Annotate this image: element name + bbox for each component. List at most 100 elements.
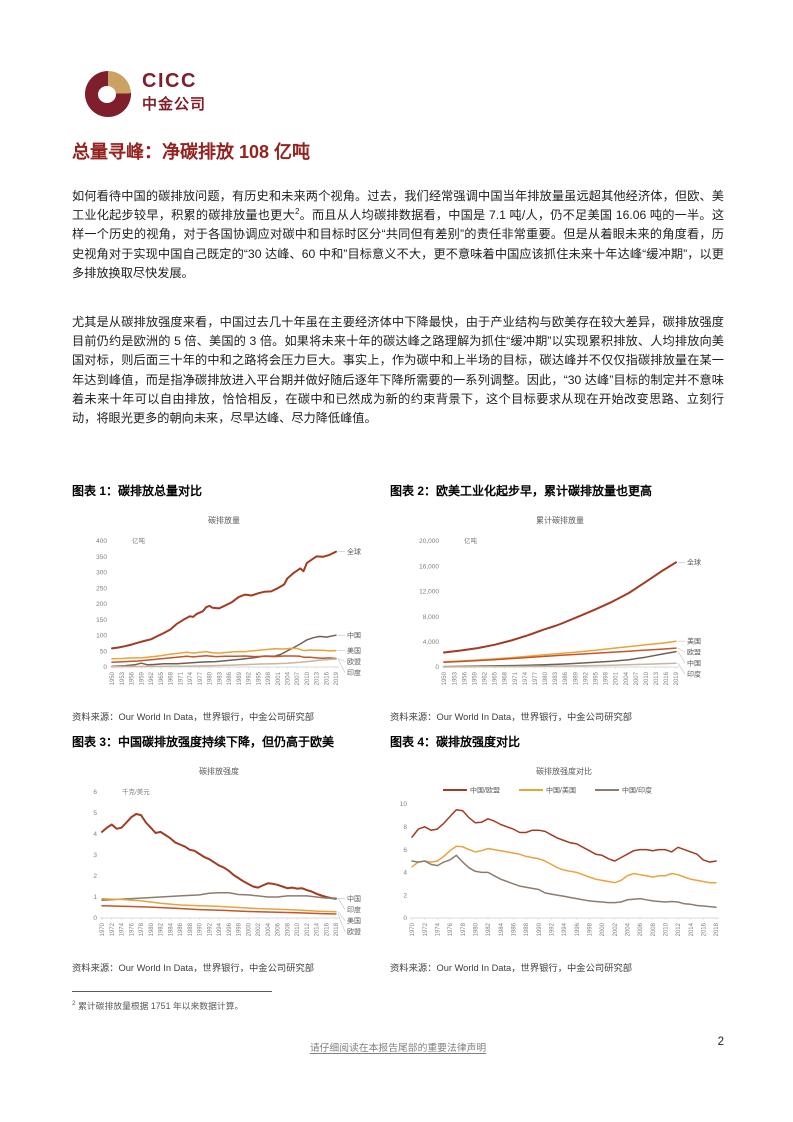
- svg-text:4: 4: [403, 870, 407, 877]
- svg-text:2016: 2016: [324, 671, 330, 685]
- svg-text:全球: 全球: [347, 547, 361, 556]
- svg-text:1968: 1968: [169, 671, 175, 685]
- svg-text:1971: 1971: [513, 671, 519, 685]
- svg-text:2002: 2002: [256, 922, 262, 936]
- svg-text:1998: 1998: [588, 922, 594, 936]
- svg-text:亿吨: 亿吨: [132, 536, 146, 545]
- svg-text:中国: 中国: [347, 894, 361, 903]
- svg-text:1996: 1996: [575, 922, 581, 936]
- svg-text:50: 50: [100, 648, 108, 655]
- svg-text:印度: 印度: [347, 905, 361, 914]
- svg-text:中国/印度: 中国/印度: [622, 786, 652, 795]
- svg-text:1972: 1972: [423, 922, 429, 936]
- svg-text:1970: 1970: [100, 922, 106, 936]
- svg-text:1972: 1972: [110, 922, 116, 936]
- svg-text:美国: 美国: [347, 916, 361, 925]
- svg-text:1977: 1977: [198, 671, 204, 685]
- svg-text:2010: 2010: [644, 671, 650, 685]
- svg-text:0: 0: [403, 915, 407, 922]
- svg-text:1995: 1995: [256, 671, 262, 685]
- cicc-logo-icon: [85, 71, 131, 117]
- svg-text:2012: 2012: [305, 922, 311, 936]
- figure-4-line-chart: 碳排放强度对比 0 2 4 6 8 10 1970 1972 1974 1976 1978 1980 19…: [400, 766, 720, 936]
- svg-text:2012: 2012: [676, 922, 682, 936]
- svg-text:1978: 1978: [139, 922, 145, 936]
- footnote-divider: [72, 991, 272, 992]
- svg-text:4: 4: [93, 831, 97, 838]
- svg-text:1998: 1998: [237, 922, 243, 936]
- cicc-logo-text: CICC 中金公司: [142, 71, 206, 114]
- svg-text:1986: 1986: [563, 671, 569, 685]
- svg-text:1976: 1976: [448, 922, 454, 936]
- svg-text:1978: 1978: [461, 922, 467, 936]
- svg-text:印度: 印度: [687, 669, 701, 678]
- svg-text:欧盟: 欧盟: [347, 657, 361, 666]
- svg-text:6: 6: [403, 847, 407, 854]
- svg-text:1968: 1968: [503, 671, 509, 685]
- figure-3-caption: 图表 3：中国碳排放强度持续下降，但仍高于欧美: [72, 735, 335, 749]
- paragraph-2: 尤其是从碳排放强度来看，中国过去几十年虽在主要经济体中下降最快，由于产业结构与欧…: [72, 315, 724, 426]
- figure-1-line-chart: 碳排放量 0 50 100 150 200 250 300 350 400 亿吨 1950 1953 19…: [96, 515, 361, 685]
- figure-3-line-chart: 碳排放强度 0 1 2 3 4 5 6 千克/美元 1970 1972 1974 1976 1978 198…: [93, 766, 361, 936]
- svg-text:1976: 1976: [129, 922, 135, 936]
- figure-1-source: 资料来源：Our World In Data，世界银行，中金公司研究部: [72, 712, 315, 722]
- svg-text:10: 10: [400, 801, 408, 808]
- svg-text:20,000: 20,000: [419, 538, 439, 545]
- svg-text:碳排放强度: 碳排放强度: [199, 766, 239, 776]
- svg-text:1988: 1988: [188, 922, 194, 936]
- svg-text:1996: 1996: [227, 922, 233, 936]
- svg-text:1959: 1959: [139, 671, 145, 685]
- footer-disclaimer-link[interactable]: 请仔细阅读在本报告尾部的重要法律声明: [309, 1043, 487, 1054]
- svg-text:1998: 1998: [266, 671, 272, 685]
- svg-text:1974: 1974: [436, 922, 442, 936]
- svg-text:2013: 2013: [315, 671, 321, 685]
- svg-text:0: 0: [435, 664, 439, 671]
- svg-text:12,000: 12,000: [419, 589, 439, 596]
- figure-2: 图表 2：欧美工业化起步早，累计碳排放量也更高 累计碳排放量 0 4,000 8,00…: [390, 484, 724, 723]
- svg-text:2018: 2018: [714, 922, 720, 936]
- footnote: 2 累计碳排放量根据 1751 年以来数据计算。: [72, 999, 724, 1012]
- svg-text:1974: 1974: [120, 922, 126, 936]
- svg-text:6: 6: [93, 789, 97, 796]
- figure-4: 图表 4：碳排放强度对比 碳排放强度对比 0 2 4 6 8 10 1970 1972 1974 1…: [390, 735, 724, 974]
- logo-en: CICC: [142, 70, 197, 92]
- svg-text:欧盟: 欧盟: [687, 647, 701, 656]
- svg-text:1974: 1974: [188, 671, 194, 685]
- svg-text:1980: 1980: [474, 922, 480, 936]
- svg-text:1950: 1950: [110, 671, 116, 685]
- svg-text:1970: 1970: [410, 922, 416, 936]
- svg-text:1994: 1994: [562, 922, 568, 936]
- figure-3: 图表 3：中国碳排放强度持续下降，但仍高于欧美 碳排放强度 0 1 2 3 4 5 6 千克/美…: [72, 735, 390, 974]
- logo-cn: 中金公司: [142, 96, 207, 113]
- svg-text:2000: 2000: [246, 922, 252, 936]
- svg-text:中国/欧盟: 中国/欧盟: [470, 786, 500, 795]
- svg-text:2001: 2001: [614, 671, 620, 685]
- svg-text:300: 300: [96, 570, 107, 577]
- svg-text:1982: 1982: [486, 922, 492, 936]
- svg-text:0: 0: [93, 915, 97, 922]
- svg-text:2006: 2006: [638, 922, 644, 936]
- svg-text:1953: 1953: [120, 671, 126, 685]
- svg-text:2013: 2013: [654, 671, 660, 685]
- svg-text:中国/美国: 中国/美国: [546, 786, 576, 795]
- svg-text:2019: 2019: [334, 671, 340, 685]
- svg-text:1989: 1989: [573, 671, 579, 685]
- svg-text:1980: 1980: [149, 922, 155, 936]
- svg-text:1992: 1992: [207, 922, 213, 936]
- paragraph-1-text-b: 。而且从人均碳排数据看，中国是 7.1 吨/人，仍不足美国 16.06 吨的一半…: [72, 208, 725, 280]
- svg-text:全球: 全球: [687, 558, 701, 567]
- figure-1-caption: 图表 1：碳排放总量对比: [72, 484, 203, 498]
- svg-text:印度: 印度: [347, 668, 361, 677]
- svg-text:2016: 2016: [324, 922, 330, 936]
- svg-text:2007: 2007: [295, 671, 301, 685]
- svg-text:3: 3: [93, 852, 97, 859]
- svg-text:欧盟: 欧盟: [347, 927, 361, 936]
- figure-4-source: 资料来源：Our World In Data，世界银行，中金公司研究部: [390, 963, 633, 973]
- svg-text:1992: 1992: [583, 671, 589, 685]
- svg-text:400: 400: [96, 538, 107, 545]
- svg-text:4,000: 4,000: [423, 639, 440, 646]
- svg-text:中国: 中国: [687, 658, 701, 667]
- figure-2-source: 资料来源：Our World In Data，世界银行，中金公司研究部: [390, 712, 633, 722]
- figure-2-line-chart: 累计碳排放量 0 4,000 8,000 12,000 16,000 20,000 亿吨 195…: [419, 515, 701, 685]
